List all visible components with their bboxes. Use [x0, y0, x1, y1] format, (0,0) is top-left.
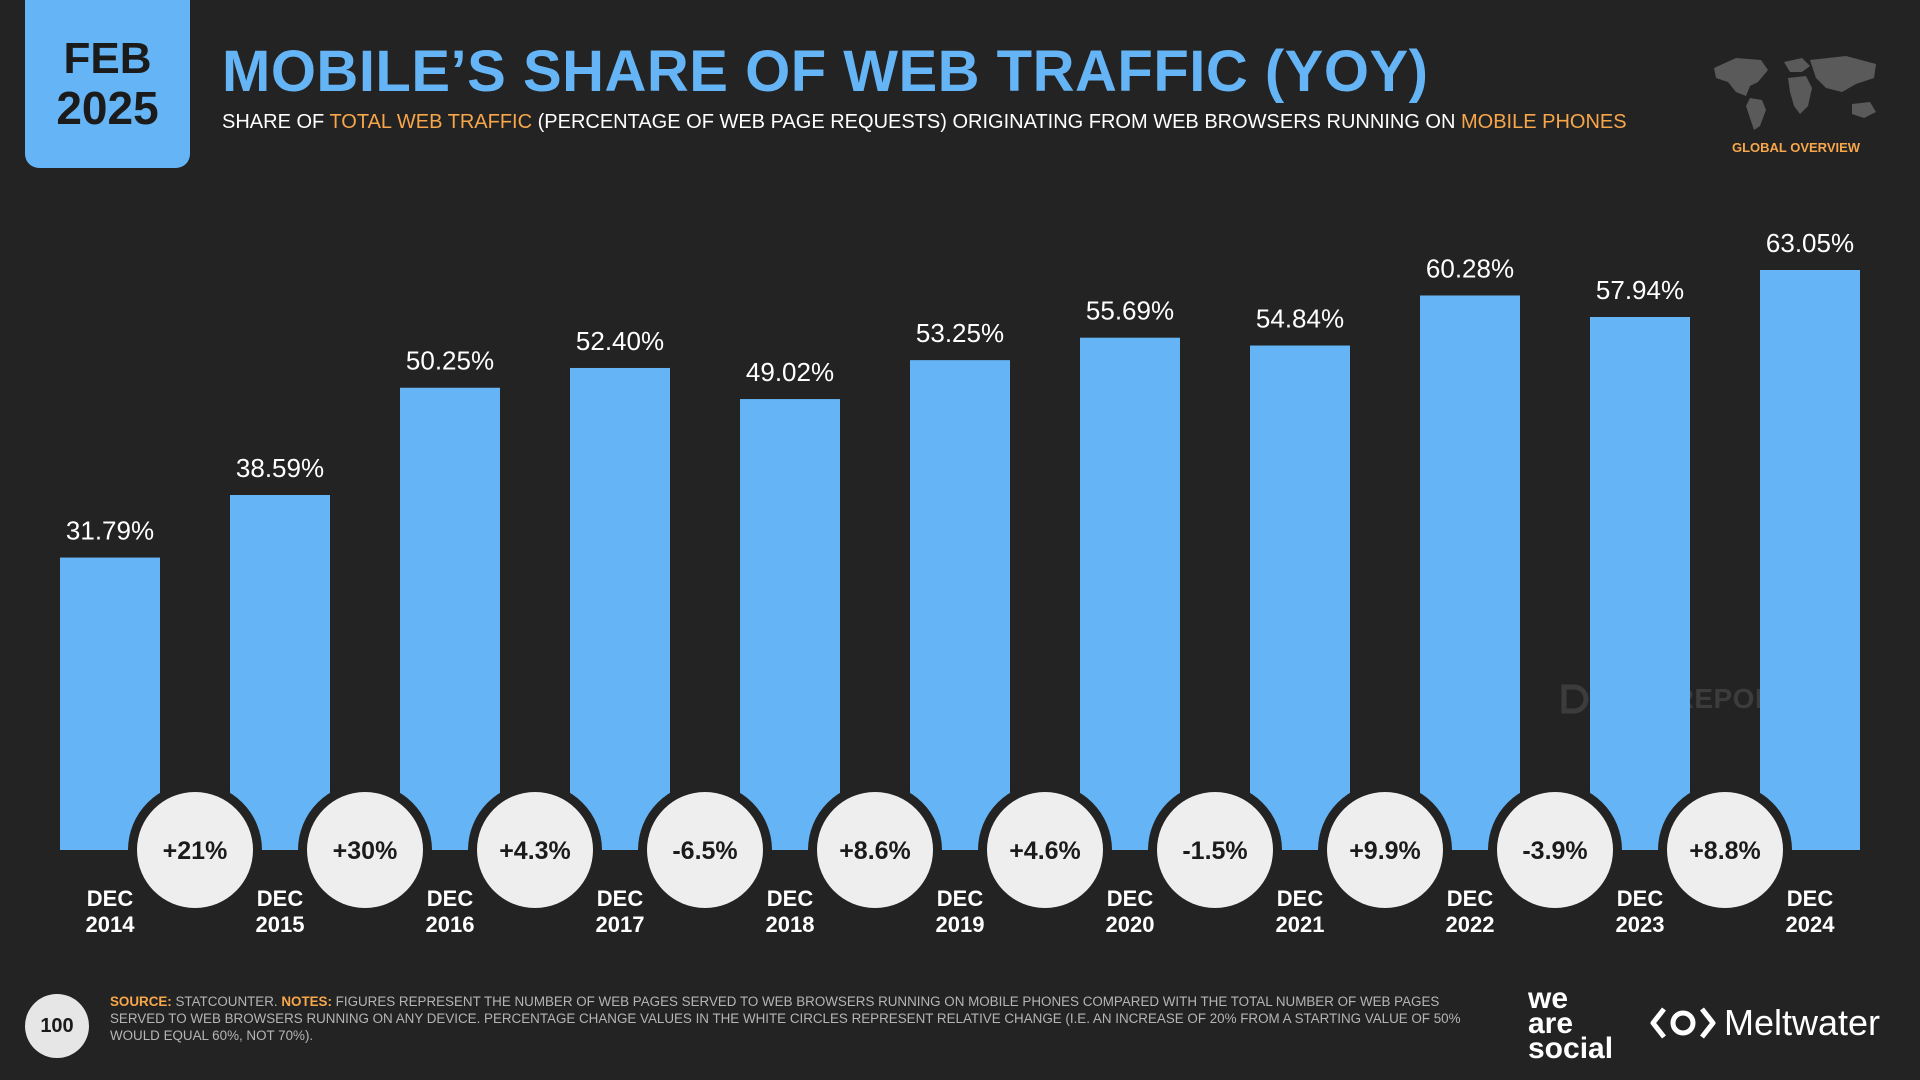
- badge-month: FEB: [63, 34, 152, 83]
- yoy-circle: [817, 792, 933, 908]
- x-tick-label-year: 2022: [1446, 912, 1495, 937]
- x-tick-label-month: DEC: [1447, 886, 1494, 911]
- subtitle-part: (PERCENTAGE OF WEB PAGE REQUESTS) ORIGIN…: [532, 111, 1461, 133]
- x-tick-label-year: 2016: [426, 912, 475, 937]
- x-tick-label-month: DEC: [1277, 886, 1324, 911]
- yoy-change-label: +4.3%: [499, 837, 571, 865]
- subtitle-highlight: MOBILE PHONES: [1461, 111, 1627, 133]
- yoy-circle: [1157, 792, 1273, 908]
- yoy-circle: [477, 792, 593, 908]
- bar-value-label: 49.02%: [746, 357, 834, 387]
- yoy-change-label: +8.8%: [1689, 837, 1761, 865]
- x-tick-label-year: 2018: [766, 912, 815, 937]
- bar: [1420, 295, 1520, 851]
- datareportal-logo-icon: [1561, 684, 1589, 714]
- bar: [230, 495, 330, 850]
- yoy-change-label: -1.5%: [1182, 837, 1247, 865]
- meltwater-logo: Meltwater: [1650, 1002, 1880, 1044]
- page-title: MOBILE’S SHARE OF WEB TRAFFIC (YOY): [222, 39, 1429, 104]
- yoy-circle: [1497, 792, 1613, 908]
- yoy-change-label: -6.5%: [672, 837, 737, 865]
- yoy-circle: [307, 792, 423, 908]
- x-tick-label-month: DEC: [937, 886, 984, 911]
- x-tick-label-month: DEC: [597, 886, 644, 911]
- bar: [1250, 345, 1350, 850]
- logo-line: are: [1528, 1007, 1574, 1040]
- x-tick-label-month: DEC: [1617, 886, 1664, 911]
- notes-key: NOTES:: [281, 994, 332, 1009]
- subtitle-part: SHARE OF: [222, 111, 330, 133]
- x-tick-label-year: 2015: [256, 912, 305, 937]
- bar: [1080, 337, 1180, 851]
- notes-text: FIGURES REPRESENT THE NUMBER OF WEB PAGE…: [110, 994, 1461, 1043]
- bar: [400, 387, 500, 850]
- bar-value-label: 38.59%: [236, 453, 324, 483]
- bar-value-label: 60.28%: [1426, 253, 1514, 283]
- bar-value-label: 52.40%: [576, 326, 664, 356]
- x-tick-label-month: DEC: [427, 886, 474, 911]
- region-label: GLOBAL OVERVIEW: [1731, 140, 1861, 155]
- meltwater-wordmark: Meltwater: [1724, 1002, 1881, 1043]
- page-number: 100: [25, 994, 89, 1058]
- subtitle-highlight: TOTAL WEB TRAFFIC: [329, 111, 533, 133]
- x-tick-label-month: DEC: [1787, 886, 1834, 911]
- yoy-change-label: +4.6%: [1009, 837, 1081, 865]
- bar-value-label: 54.84%: [1256, 304, 1344, 334]
- bar: [1760, 270, 1860, 850]
- yoy-circle: [1327, 792, 1443, 908]
- source-key: SOURCE:: [110, 994, 172, 1009]
- bar: [910, 360, 1010, 850]
- bar-value-label: 63.05%: [1766, 228, 1854, 258]
- meltwater-mark-icon: [1650, 1007, 1716, 1039]
- yoy-circle: [137, 792, 253, 908]
- logo-line: social: [1528, 1032, 1614, 1065]
- yoy-change-label: -3.9%: [1522, 837, 1587, 865]
- world-map-icon: [1706, 48, 1886, 158]
- x-tick-label-month: DEC: [87, 886, 134, 911]
- footnote: SOURCE: STATCOUNTER. NOTES: FIGURES REPR…: [110, 993, 1490, 1044]
- yoy-circle: [647, 792, 763, 908]
- x-tick-label-month: DEC: [767, 886, 814, 911]
- bar-value-label: 57.94%: [1596, 275, 1684, 305]
- source-text: STATCOUNTER.: [171, 994, 282, 1009]
- x-tick-label-month: DEC: [1107, 886, 1154, 911]
- x-tick-label-year: 2017: [596, 912, 645, 937]
- page-subtitle: SHARE OF TOTAL WEB TRAFFIC (PERCENTAGE O…: [222, 111, 1627, 134]
- yoy-change-label: +21%: [163, 837, 228, 865]
- x-tick-label-year: 2023: [1616, 912, 1665, 937]
- bar: [1590, 317, 1690, 850]
- bar-value-label: 31.79%: [66, 516, 154, 546]
- x-tick-label-year: 2019: [936, 912, 985, 937]
- date-badge: FEB 2025: [25, 0, 190, 168]
- bar: [570, 367, 670, 850]
- x-tick-label-year: 2024: [1786, 912, 1836, 937]
- yoy-circle: [1667, 792, 1783, 908]
- bar: [60, 557, 160, 850]
- bar-value-label: 55.69%: [1086, 296, 1174, 326]
- yoy-change-label: +30%: [333, 837, 398, 865]
- yoy-circle: [987, 792, 1103, 908]
- we-are-social-logo: we are social: [1528, 982, 1614, 1065]
- bar: [740, 399, 840, 850]
- bar-value-label: 50.25%: [406, 346, 494, 376]
- x-tick-label-month: DEC: [257, 886, 304, 911]
- yoy-change-label: +8.6%: [839, 837, 911, 865]
- x-tick-label-year: 2021: [1276, 912, 1325, 937]
- logo-line: we: [1528, 982, 1569, 1015]
- x-tick-label-year: 2020: [1106, 912, 1155, 937]
- x-tick-label-year: 2014: [86, 912, 136, 937]
- yoy-change-label: +9.9%: [1349, 837, 1421, 865]
- bar-value-label: 53.25%: [916, 318, 1004, 348]
- badge-year: 2025: [56, 82, 159, 134]
